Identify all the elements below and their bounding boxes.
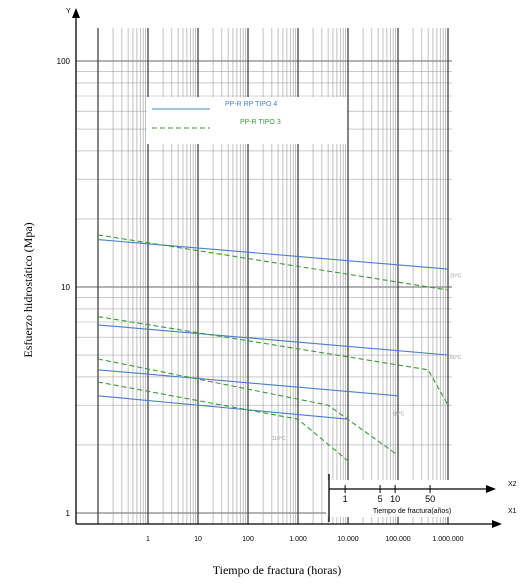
curve-annotation: 60°C	[450, 355, 462, 361]
series-0-curve-1	[97, 324, 449, 356]
inset-tick-label: 10	[390, 494, 400, 504]
x2-axis-letter: X2	[508, 481, 517, 488]
legend-label-1: PP-R TIPO 3	[240, 119, 281, 126]
inset-tick-label: 1	[343, 494, 348, 504]
x-tick-label: 10	[194, 536, 202, 543]
series-0-curve-3	[97, 395, 349, 420]
x-tick-label: 1.000	[289, 536, 307, 543]
curve-annotation: 95°C	[393, 412, 405, 418]
x-tick-label: 1.000.000	[432, 536, 463, 543]
legend-box	[147, 97, 347, 144]
legend-label-0: PP-R RP TIPO 4	[225, 101, 277, 108]
plot-series	[97, 234, 449, 462]
years-axis-inset: 1 5 10 50 Tiempo de fractura(años)	[326, 474, 496, 522]
axes	[72, 8, 502, 528]
y-axis-arrow	[72, 8, 80, 18]
y-tick-label: 1	[66, 509, 71, 518]
series-1-curve-3	[97, 381, 349, 462]
curve-annotation: 20°C	[450, 274, 462, 280]
series-1-curve-0	[97, 234, 449, 291]
series-1-curve-2	[97, 358, 399, 456]
y-tick-label: 10	[61, 283, 70, 292]
y-axis-title: Esfuerzo hidrostático (Mpa)	[21, 222, 35, 357]
x-axis-title: Tiempo de fractura (horas)	[213, 563, 342, 577]
y-tick-label: 100	[57, 57, 71, 66]
x-tick-label: 100.000	[385, 536, 410, 543]
y-tick-labels: 1 10 100	[57, 57, 71, 518]
x-tick-label: 100	[242, 536, 254, 543]
series-1-curve-1	[97, 316, 449, 406]
x-tick-label: 1	[146, 536, 150, 543]
x-tick-label: 10.000	[337, 536, 359, 543]
x1-axis-letter: X1	[508, 508, 517, 515]
legend: PP-R RP TIPO 4 PP-R TIPO 3	[152, 101, 281, 129]
x-tick-labels: 1 10 100 1.000 10.000 100.000 1.000.000	[146, 536, 464, 543]
inset-background	[326, 480, 494, 517]
inset-axis-title: Tiempo de fractura(años)	[373, 508, 451, 515]
curve-annotation: 110°C	[272, 436, 286, 442]
curve-annotations: 20°C 60°C 95°C 110°C	[272, 274, 462, 443]
x-axis-arrow	[492, 520, 502, 528]
inset-axis-arrow	[486, 485, 496, 493]
y-axis-letter: Y	[66, 8, 71, 15]
series-0-curve-2	[97, 369, 399, 397]
inset-tick-label: 50	[425, 494, 435, 504]
inset-tick-label: 5	[378, 494, 383, 504]
